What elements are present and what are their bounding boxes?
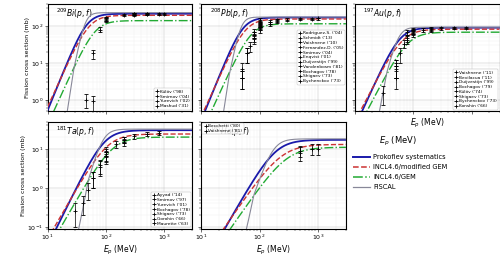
- Text: $E_p$ (MeV): $E_p$ (MeV): [379, 134, 417, 148]
- Legend: Ayyad ('14), Smirnov ('97), Yurevich ('01), Bochagov ('78), Shigaev ('73), Goroh: Ayyad ('14), Smirnov ('97), Yurevich ('0…: [151, 192, 191, 227]
- Legend: Becchetti ('80), Vaishnene ('81): Becchetti ('80), Vaishnene ('81): [202, 123, 243, 134]
- Text: $^{181}$Ta$(p,f)$: $^{181}$Ta$(p,f)$: [56, 125, 95, 139]
- Legend: Vaishnene ('11), Bevilacua ('11), Duijvestijn ('99), Bochagov ('79), Külöv ('74): Vaishnene ('11), Bevilacua ('11), Duijve…: [454, 69, 498, 109]
- Legend: Rodriguez-S. ('04), Schmidt ('13), Vaishnene ('10), Fernandez-D. ('05), Smirnov : Rodriguez-S. ('04), Schmidt ('13), Vaish…: [297, 30, 344, 85]
- Legend: Prokofiev systematics, INCL4.6/modified GEM, INCL4.6/GEM, FISCAL: Prokofiev systematics, INCL4.6/modified …: [350, 152, 450, 193]
- Legend: Külöv ('98), Smirnov ('04), Yurevich ('02), Mashud ('31): Külöv ('98), Smirnov ('04), Yurevich ('0…: [154, 88, 191, 109]
- X-axis label: $E_p$ (MeV): $E_p$ (MeV): [256, 243, 291, 254]
- Text: $^{197}$Au$(p,f)$: $^{197}$Au$(p,f)$: [364, 7, 403, 21]
- Text: $^{209}$Bi$(p,f)$: $^{209}$Bi$(p,f)$: [56, 7, 93, 21]
- Text: $^{208}$Pb$(p,f)$: $^{208}$Pb$(p,f)$: [210, 7, 248, 21]
- X-axis label: $E_p$ (MeV): $E_p$ (MeV): [410, 116, 444, 130]
- Text: $^{165}$Ho$(p,f)$: $^{165}$Ho$(p,f)$: [210, 125, 250, 139]
- Y-axis label: Fission cross section (mb): Fission cross section (mb): [24, 17, 29, 98]
- X-axis label: $E_p$ (MeV): $E_p$ (MeV): [102, 243, 138, 254]
- Y-axis label: Fission cross section (mb): Fission cross section (mb): [21, 135, 26, 216]
